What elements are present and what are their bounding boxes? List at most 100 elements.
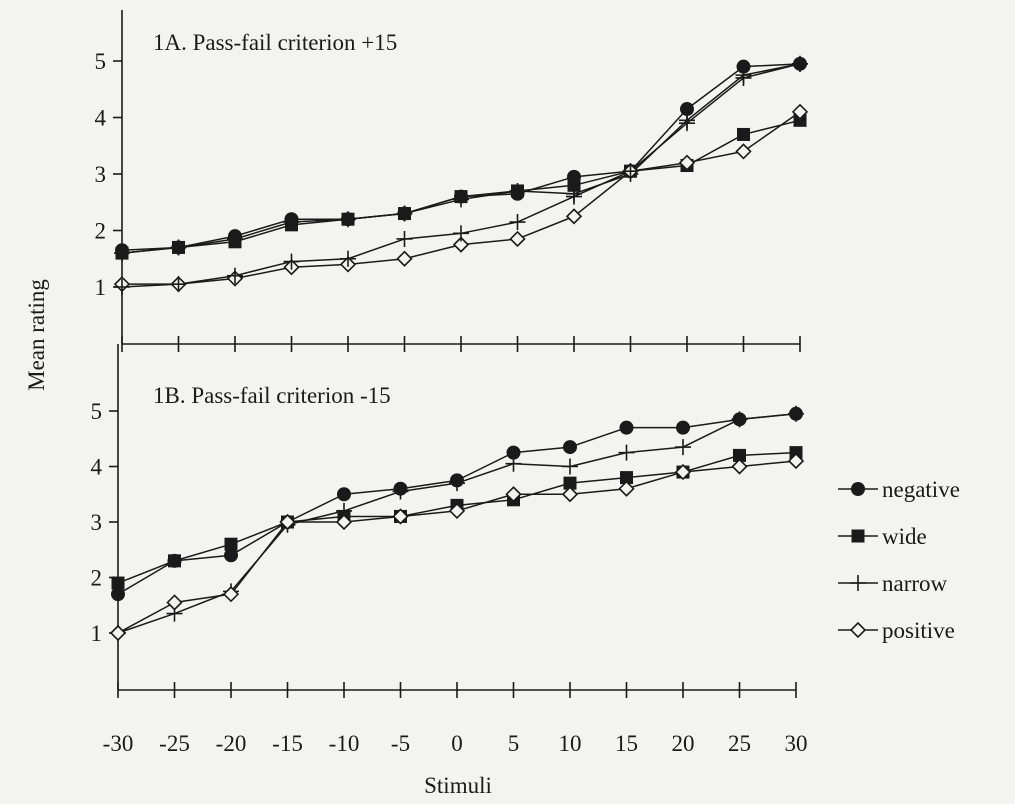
x-tick-label: -15 [272, 731, 303, 756]
point-narrow [396, 205, 413, 222]
point-narrow-b [340, 250, 356, 267]
point-negative [736, 59, 751, 74]
legend-label-wide: wide [882, 524, 927, 549]
point-wide [111, 576, 125, 590]
panel-title: 1B. Pass-fail criterion -15 [153, 383, 391, 408]
point-narrow [509, 182, 526, 199]
point-wide [224, 537, 238, 551]
point-wide [793, 113, 807, 127]
legend-label-narrow: narrow [882, 571, 948, 596]
y-axis-label: Mean rating [24, 279, 49, 391]
y-tick-label: 2 [91, 566, 103, 591]
point-positive [222, 586, 240, 603]
panel-title: 1A. Pass-fail criterion +15 [153, 30, 397, 55]
x-tick-label: -10 [329, 731, 360, 756]
legend-marker-wide [851, 529, 865, 543]
point-narrow-b [170, 276, 187, 293]
y-tick-label: 3 [91, 510, 103, 535]
point-positive [109, 624, 127, 642]
x-tick-label: 15 [615, 731, 638, 756]
point-positive [787, 452, 805, 470]
point-narrow-b [566, 188, 582, 205]
point-positive [448, 502, 466, 520]
x-tick-label: 0 [451, 731, 463, 756]
point-negative [676, 420, 690, 435]
point-narrow [618, 444, 635, 461]
point-wide [168, 554, 181, 568]
point-positive [735, 143, 752, 160]
point-wide [563, 476, 577, 490]
y-tick-label: 4 [91, 455, 103, 480]
x-tick-label: -20 [216, 731, 247, 756]
point-narrow-b [227, 267, 243, 284]
y-tick-label: 2 [95, 219, 107, 244]
legend-label-negative: negative [882, 477, 960, 502]
legend-marker-positive [849, 621, 867, 639]
point-negative [337, 487, 351, 502]
y-tick-label: 4 [95, 106, 107, 131]
point-narrow [453, 191, 469, 208]
point-wide [737, 127, 750, 141]
point-positive [505, 486, 522, 503]
legend-label-positive: positive [882, 618, 955, 643]
point-narrow [227, 230, 243, 247]
point-positive [396, 250, 413, 267]
series-line-narrow-b [121, 63, 801, 288]
y-tick-label: 5 [91, 399, 103, 424]
point-positive [731, 458, 748, 475]
x-tick-label: -5 [391, 731, 410, 756]
point-narrow [392, 483, 409, 500]
point-narrow-b [735, 69, 752, 86]
y-tick-label: 1 [95, 275, 107, 300]
legend-marker-negative [851, 482, 865, 496]
point-positive [335, 513, 353, 531]
point-positive [166, 594, 183, 611]
y-tick-label: 5 [95, 49, 107, 74]
x-tick-label: 25 [728, 731, 751, 756]
point-narrow-b [396, 230, 413, 247]
point-negative [506, 445, 521, 460]
point-narrow-b [283, 253, 300, 270]
point-narrow [170, 239, 187, 256]
point-narrow [449, 475, 465, 492]
point-positive [452, 236, 470, 253]
series-line-narrow [117, 413, 797, 634]
point-positive [674, 463, 692, 481]
point-negative [224, 548, 238, 563]
point-positive [561, 486, 579, 503]
point-positive [618, 480, 635, 497]
point-wide [567, 178, 581, 192]
point-narrow-b [509, 214, 526, 231]
point-narrow [675, 439, 691, 456]
legend-marker-narrow [850, 575, 866, 591]
point-positive [392, 508, 409, 525]
legend: negative wide narrow positive [838, 477, 960, 643]
x-axis-label: Stimuli [424, 773, 492, 798]
point-negative [619, 420, 634, 435]
point-wide [733, 448, 746, 462]
series-line-negative [121, 63, 801, 252]
point-narrow [340, 211, 356, 228]
point-narrow [731, 411, 748, 428]
point-narrow-b [622, 163, 639, 180]
point-positive [279, 513, 296, 531]
point-negative [563, 440, 577, 455]
panel-1b: 1 2 3 4 5 -30 -25 -20 -15 -10 -5 0 5 10 15 20 25 30 1B. Pa… [91, 344, 808, 756]
point-narrow [562, 458, 578, 475]
point-narrow [505, 455, 522, 472]
point-narrow [283, 214, 300, 231]
point-positive [678, 154, 696, 171]
point-narrow [114, 245, 130, 262]
x-tick-label: 10 [559, 731, 582, 756]
y-tick-label: 1 [91, 621, 103, 646]
point-positive [791, 103, 809, 120]
point-narrow-b [114, 279, 130, 295]
panel-1a: 1 2 3 4 5 1A. Pass-fail criterion +15 [95, 10, 809, 352]
point-narrow-b [679, 115, 695, 132]
point-negative [680, 102, 694, 117]
point-positive [565, 208, 583, 225]
point-narrow-b [792, 55, 808, 72]
point-wide [789, 446, 803, 460]
point-narrow [788, 405, 804, 422]
